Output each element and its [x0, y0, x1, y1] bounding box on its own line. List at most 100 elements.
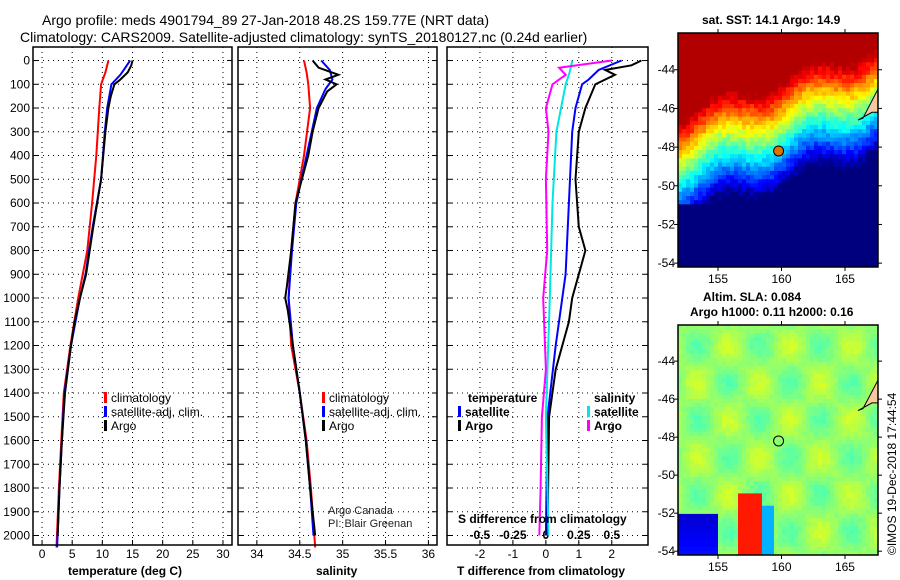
heatmap-cell: [718, 74, 723, 80]
y-tick-label: 0: [23, 54, 30, 68]
heatmap-cell: [710, 497, 715, 503]
heatmap-cell: [782, 221, 787, 226]
heatmap-cell: [806, 166, 811, 172]
heatmap-cell: [682, 501, 687, 507]
heatmap-cell: [690, 137, 695, 143]
heatmap-cell: [786, 216, 791, 222]
heatmap-cell: [730, 427, 735, 433]
heatmap-cell: [698, 370, 703, 375]
heatmap-cell: [682, 254, 687, 260]
heatmap-cell: [678, 41, 683, 47]
heatmap-cell: [762, 258, 767, 264]
heatmap-cell: [798, 452, 803, 457]
heatmap-cell: [726, 74, 731, 80]
heatmap-cell: [746, 341, 751, 346]
heatmap-cell: [754, 546, 759, 552]
heatmap-cell: [798, 250, 803, 255]
heatmap-cell: [754, 513, 759, 519]
heatmap-cell: [786, 333, 791, 338]
heatmap-cell: [770, 386, 775, 392]
heatmap-cell: [682, 145, 687, 151]
heatmap-cell: [810, 250, 815, 255]
heatmap-cell: [734, 341, 739, 346]
sst-heatmap: [678, 33, 879, 268]
heatmap-cell: [850, 196, 855, 201]
heatmap-cell: [794, 444, 799, 449]
heatmap-cell: [762, 456, 767, 461]
heatmap-cell: [842, 79, 847, 84]
heatmap-cell: [714, 196, 719, 201]
heatmap-cell: [798, 150, 803, 155]
heatmap-cell: [806, 49, 811, 55]
heatmap-cell: [706, 440, 711, 445]
heatmap-cell: [850, 91, 855, 97]
heatmap-cell: [794, 440, 799, 445]
heatmap-cell: [730, 378, 735, 383]
heatmap-cell: [686, 362, 691, 367]
heatmap-cell: [790, 403, 795, 408]
heatmap-cell: [786, 250, 791, 255]
heatmap-cell: [770, 62, 775, 67]
heatmap-cell: [814, 237, 819, 243]
heatmap-cell: [710, 530, 715, 535]
heatmap-cell: [794, 187, 799, 193]
heatmap-cell: [698, 419, 703, 425]
heatmap-cell: [774, 513, 779, 519]
heatmap-cell: [874, 204, 879, 209]
heatmap-cell: [742, 362, 747, 367]
heatmap-cell: [706, 489, 711, 494]
lon-tick-label: 165: [835, 272, 855, 286]
heatmap-cell: [726, 33, 731, 38]
heatmap-cell: [734, 124, 739, 130]
heatmap-cell: [778, 460, 783, 466]
heatmap-cell: [794, 370, 799, 375]
heatmap-cell: [818, 37, 823, 42]
heatmap-cell: [714, 262, 719, 268]
heatmap-cell: [710, 212, 715, 218]
heatmap-cell: [746, 246, 751, 251]
heatmap-cell: [766, 419, 771, 425]
heatmap-cell: [790, 534, 795, 540]
heatmap-cell: [786, 87, 791, 92]
heatmap-cell: [686, 542, 691, 548]
heatmap-cell: [710, 208, 715, 214]
heatmap-cell: [734, 162, 739, 168]
heatmap-cell: [682, 435, 687, 441]
heatmap-cell: [854, 141, 859, 147]
heatmap-cell: [842, 216, 847, 222]
heatmap-cell: [714, 407, 719, 412]
heatmap-cell: [862, 246, 867, 251]
heatmap-cell: [750, 237, 755, 243]
heatmap-cell: [702, 394, 707, 400]
heatmap-cell: [702, 448, 707, 453]
heatmap-cell: [862, 141, 867, 147]
heatmap-cell: [762, 37, 767, 42]
heatmap-cell: [782, 162, 787, 168]
heatmap-cell: [786, 464, 791, 470]
heatmap-cell: [730, 468, 735, 474]
heatmap-cell: [734, 481, 739, 486]
heatmap-cell: [810, 58, 815, 63]
heatmap-cell: [750, 196, 755, 201]
heatmap-cell: [714, 325, 719, 330]
heatmap-cell: [754, 204, 759, 209]
heatmap-cell: [818, 83, 823, 88]
heatmap-cell: [786, 538, 791, 544]
heatmap-cell: [718, 522, 723, 527]
heatmap-cell: [690, 550, 695, 556]
heatmap-cell: [686, 95, 691, 101]
heatmap-cell: [774, 419, 779, 425]
heatmap-cell: [830, 45, 835, 51]
heatmap-cell: [858, 41, 863, 47]
heatmap-cell: [802, 550, 807, 556]
heatmap-cell: [710, 233, 715, 239]
heatmap-cell: [770, 378, 775, 383]
heatmap-cell: [734, 246, 739, 251]
heatmap-cell: [782, 464, 787, 470]
heatmap-cell: [718, 398, 723, 404]
heatmap-cell: [802, 518, 807, 523]
heatmap-cell: [798, 74, 803, 80]
heatmap-cell: [854, 91, 859, 97]
heatmap-cell: [714, 99, 719, 105]
heatmap-cell: [738, 501, 743, 507]
